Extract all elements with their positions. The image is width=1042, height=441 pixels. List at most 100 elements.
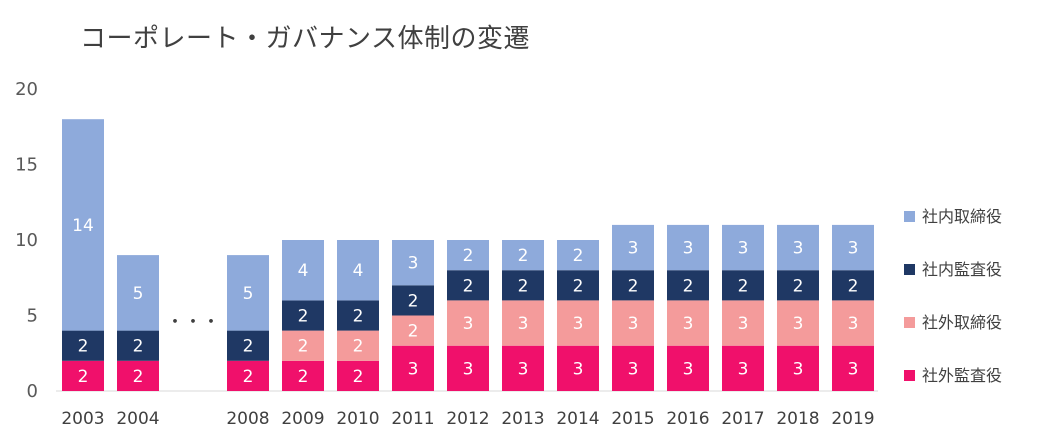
- bar-segment: [392, 345, 434, 391]
- data-label: 2: [243, 367, 254, 387]
- y-tick-label: 10: [15, 230, 38, 251]
- x-tick-label: 2015: [611, 409, 654, 429]
- bar-segment: [667, 224, 709, 271]
- y-tick-label: 0: [27, 381, 38, 402]
- data-label: 2: [408, 322, 419, 342]
- data-label: 3: [793, 239, 804, 259]
- legend-swatch: [904, 264, 915, 275]
- data-label: 3: [848, 359, 859, 379]
- data-label: 2: [518, 246, 529, 266]
- bar-segment: [557, 270, 599, 301]
- data-label: 2: [298, 367, 309, 387]
- data-label: 3: [463, 359, 474, 379]
- data-label: 2: [78, 337, 89, 357]
- bar-segment: [502, 270, 544, 301]
- data-label: 2: [353, 367, 364, 387]
- bar-segment: [502, 300, 544, 346]
- bar-segment: [282, 300, 324, 331]
- data-label: 2: [463, 276, 474, 296]
- bar-segment: [337, 300, 379, 331]
- legend-label: 社外監査役: [922, 366, 1002, 385]
- bar-segment: [447, 300, 489, 346]
- data-label: 3: [518, 314, 529, 334]
- bar-segment: [722, 270, 764, 301]
- data-label: 3: [848, 314, 859, 334]
- bar-segment: [337, 330, 379, 361]
- bar-segment: [117, 330, 159, 361]
- x-tick-label: 2008: [226, 409, 269, 429]
- data-label: 2: [78, 367, 89, 387]
- data-label: 2: [353, 307, 364, 327]
- bar-segment: [832, 300, 874, 346]
- x-tick-label: 2018: [776, 409, 819, 429]
- bar-segment: [832, 270, 874, 301]
- bar-segment: [667, 345, 709, 391]
- bar-segment: [62, 360, 104, 391]
- data-label: 2: [793, 276, 804, 296]
- x-tick-label: 2009: [281, 409, 324, 429]
- data-label: 2: [133, 367, 144, 387]
- legend-swatch: [904, 317, 915, 328]
- x-tick-label: 2013: [501, 409, 544, 429]
- data-label: 2: [738, 276, 749, 296]
- y-tick-label: 5: [27, 306, 38, 327]
- x-tick-label: 2011: [391, 409, 434, 429]
- data-label: 3: [408, 254, 419, 274]
- bar-segment: [392, 315, 434, 346]
- data-label: 3: [628, 359, 639, 379]
- bar-segment: [777, 345, 819, 391]
- data-label: 3: [683, 239, 694, 259]
- y-tick-label: 15: [15, 155, 38, 176]
- data-label: 3: [683, 359, 694, 379]
- legend-label: 社内監査役: [922, 260, 1002, 279]
- bar-segment: [722, 345, 764, 391]
- bar-segment: [392, 285, 434, 316]
- data-label: 2: [573, 276, 584, 296]
- gap-marker: ・・・: [166, 312, 220, 333]
- chart-title: コーポレート・ガバナンス体制の変遷: [80, 24, 530, 54]
- bar-segment: [392, 240, 434, 286]
- bar-segment: [557, 300, 599, 346]
- data-label: 2: [243, 337, 254, 357]
- bar-segment: [447, 345, 489, 391]
- x-tick-label: 2016: [666, 409, 709, 429]
- bar-segment: [117, 360, 159, 391]
- bar-segment: [832, 224, 874, 271]
- bar-segment: [612, 224, 654, 271]
- data-label: 4: [353, 261, 364, 281]
- bar-segment: [282, 360, 324, 391]
- bar-segment: [612, 270, 654, 301]
- data-label: 3: [408, 359, 419, 379]
- x-tick-label: 2004: [116, 409, 159, 429]
- data-label: 3: [573, 314, 584, 334]
- bar-segment: [777, 300, 819, 346]
- data-label: 2: [133, 337, 144, 357]
- data-label: 3: [738, 239, 749, 259]
- bar-segment: [447, 240, 489, 271]
- data-label: 5: [133, 284, 144, 304]
- bar-segment: [62, 330, 104, 361]
- bar-segment: [667, 270, 709, 301]
- data-label: 2: [298, 307, 309, 327]
- data-label: 2: [518, 276, 529, 296]
- bar-segment: [722, 224, 764, 271]
- data-label: 3: [848, 239, 859, 259]
- y-tick-label: 20: [15, 79, 38, 100]
- bar-segment: [502, 345, 544, 391]
- legend-label: 社外取締役: [922, 313, 1002, 332]
- legend-swatch: [904, 211, 915, 222]
- data-label: 3: [628, 239, 639, 259]
- bar-segment: [722, 300, 764, 346]
- bar-segment: [777, 270, 819, 301]
- x-tick-label: 2017: [721, 409, 764, 429]
- x-tick-label: 2003: [61, 409, 104, 429]
- bar-segment: [612, 345, 654, 391]
- legend-label: 社内取締役: [922, 207, 1002, 226]
- x-tick-label: 2010: [336, 409, 379, 429]
- bar-segment: [282, 330, 324, 361]
- bar-segment: [227, 255, 269, 331]
- bar-segment: [227, 330, 269, 361]
- x-tick-label: 2019: [831, 409, 874, 429]
- bar-segment: [557, 345, 599, 391]
